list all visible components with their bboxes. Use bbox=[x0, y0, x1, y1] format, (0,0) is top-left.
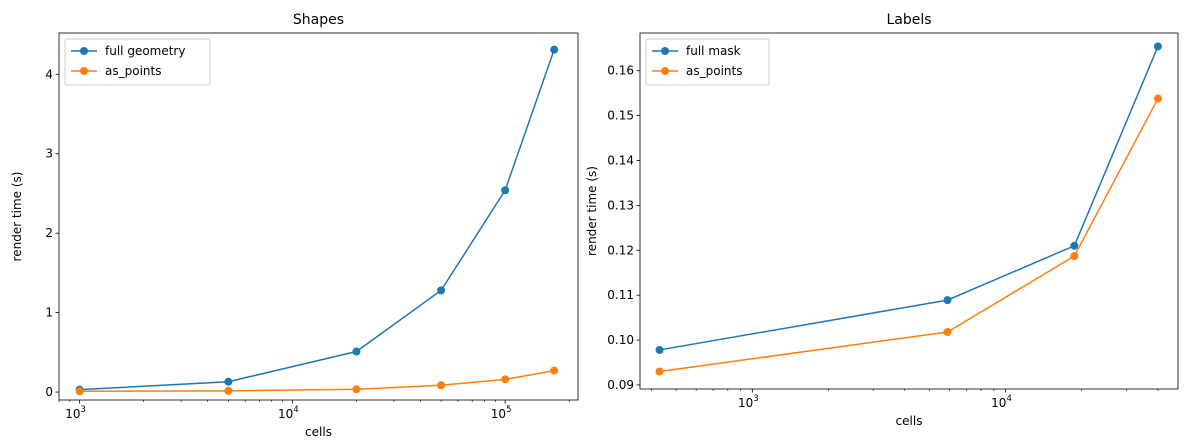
data-point bbox=[550, 45, 559, 54]
x-tick-label: 103 bbox=[738, 394, 759, 410]
series-line-1 bbox=[79, 369, 555, 393]
data-point bbox=[550, 366, 559, 375]
data-point bbox=[1153, 42, 1162, 51]
legend-label: as_points bbox=[105, 64, 161, 78]
chart-title: Shapes bbox=[293, 12, 344, 28]
data-point bbox=[352, 385, 361, 394]
chart-labels: Labels cells render time (s) 103 104 0.09 0.10… bbox=[585, 12, 1179, 428]
y-tick-label: 0.09 bbox=[607, 378, 634, 392]
data-point bbox=[943, 296, 952, 305]
data-point bbox=[655, 345, 664, 354]
series-line-0 bbox=[79, 49, 555, 391]
legend-marker bbox=[80, 67, 88, 75]
x-tick-label: 104 bbox=[991, 394, 1012, 410]
data-point bbox=[352, 347, 361, 356]
data-point bbox=[75, 387, 84, 396]
plot-frame bbox=[58, 32, 579, 401]
data-point bbox=[224, 386, 233, 395]
x-tick-label: 103 bbox=[65, 405, 86, 421]
data-point bbox=[501, 186, 510, 195]
chart-shapes: Shapes cells render time (s) 103 104 105 0 1 2 3 4… bbox=[10, 12, 579, 439]
y-tick-label: 0.14 bbox=[607, 153, 634, 167]
y-tick-label: 4 bbox=[45, 67, 53, 81]
y-tick-label: 1 bbox=[45, 306, 53, 320]
series-line-0 bbox=[659, 46, 1159, 351]
data-point bbox=[1070, 252, 1079, 261]
data-point bbox=[437, 381, 446, 390]
y-tick-label: 0.12 bbox=[607, 243, 634, 257]
data-point bbox=[501, 375, 510, 384]
y-axis-label: render time (s) bbox=[10, 172, 24, 262]
y-tick-label: 0.15 bbox=[607, 109, 634, 123]
legend-marker bbox=[80, 47, 88, 55]
y-tick-label: 0.10 bbox=[607, 333, 634, 347]
data-point bbox=[943, 327, 952, 336]
data-point bbox=[1070, 241, 1079, 250]
data-point bbox=[224, 377, 233, 386]
y-tick-label: 2 bbox=[45, 226, 53, 240]
y-axis-label: render time (s) bbox=[585, 166, 599, 256]
x-tick-label: 104 bbox=[278, 405, 299, 421]
legend-marker bbox=[661, 47, 669, 55]
legend-label: full mask bbox=[686, 44, 741, 58]
x-tick-label: 105 bbox=[491, 405, 512, 421]
y-tick-label: 0.13 bbox=[607, 198, 634, 212]
data-point bbox=[655, 367, 664, 376]
legend-marker bbox=[661, 67, 669, 75]
data-point bbox=[1153, 94, 1162, 103]
plot-frame bbox=[639, 32, 1179, 390]
y-tick-label: 3 bbox=[45, 147, 53, 161]
legend bbox=[64, 38, 211, 86]
x-axis-label: cells bbox=[896, 414, 923, 428]
legend-label: full geometry bbox=[105, 44, 185, 58]
x-axis-label: cells bbox=[305, 425, 332, 439]
y-tick-label: 0.16 bbox=[607, 64, 634, 78]
data-point bbox=[437, 286, 446, 295]
series-line-1 bbox=[659, 98, 1159, 373]
y-tick-label: 0.11 bbox=[607, 288, 634, 302]
chart-title: Labels bbox=[886, 12, 931, 28]
legend-label: as_points bbox=[686, 64, 742, 78]
y-tick-label: 0 bbox=[45, 385, 53, 399]
